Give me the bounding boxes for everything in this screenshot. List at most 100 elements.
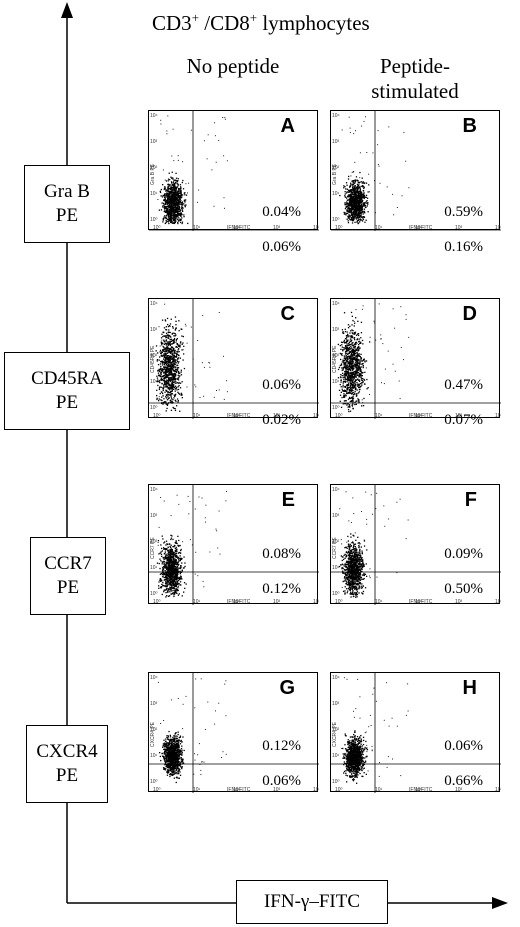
panel-y-axis-caption: Gra B PE xyxy=(332,163,338,185)
panel-x-axis-caption: IFNg FITC xyxy=(227,599,251,605)
x-tick-label: 10⁴ xyxy=(495,413,501,419)
lower-right-percentage: 0.07% xyxy=(444,412,483,428)
x-tick-label: 10⁰ xyxy=(335,225,343,231)
scatter-panel-g: 10⁰ 10¹ 10² 10³ 10⁴ 10⁰ 10¹ 10² 10³ 10⁴ IFNg FITC C… xyxy=(148,672,319,793)
upper-right-percentage: 0.04% xyxy=(262,204,301,220)
upper-right-percentage: 0.06% xyxy=(262,377,301,393)
y-tick-label: 10² xyxy=(150,727,158,733)
lower-right-percentage: 0.12% xyxy=(262,581,301,597)
x-tick-label: 10⁴ xyxy=(313,225,319,231)
y-tick-label: 10⁰ xyxy=(332,591,340,597)
y-tick-label: 10⁰ xyxy=(332,217,340,223)
x-tick-label: 10⁴ xyxy=(313,413,319,419)
title-prefix: CD3 xyxy=(152,11,192,35)
panel-x-axis-caption: IFNg FITC xyxy=(409,787,433,793)
y-tick-label: 10¹ xyxy=(332,565,340,571)
title-suffix: lymphocytes xyxy=(257,11,370,35)
lower-right-percentage: 0.02% xyxy=(262,412,301,428)
x-tick-label: 10⁰ xyxy=(335,599,343,605)
scatter-plot: 10⁰ 10¹ 10² 10³ 10⁴ 10⁰ 10¹ 10² 10³ 10⁴ IFNg FITC C… xyxy=(149,485,319,605)
panel-x-axis-caption: IFNg FITC xyxy=(227,413,251,419)
x-axis-arrowhead xyxy=(492,897,508,909)
lower-right-percentage: 0.16% xyxy=(444,239,483,255)
x-axis-label: IFN-γ–FITC xyxy=(263,891,360,912)
x-tick-label: 10² xyxy=(233,787,241,793)
scatter-plot: 10⁰ 10¹ 10² 10³ 10⁴ 10⁰ 10¹ 10² 10³ 10⁴ IFNg FITC C… xyxy=(149,299,319,419)
row-label-line1: CCR7 xyxy=(44,553,92,574)
x-tick-label: 10¹ xyxy=(193,225,201,231)
upper-right-percentage: 0.08% xyxy=(262,546,301,562)
x-tick-label: 10⁴ xyxy=(495,599,501,605)
y-tick-label: 10⁴ xyxy=(332,301,340,307)
panel-y-axis-caption: Gra B PE xyxy=(150,163,156,185)
x-tick-label: 10⁰ xyxy=(153,599,161,605)
x-tick-label: 10⁰ xyxy=(153,787,161,793)
x-tick-label: 10⁴ xyxy=(313,787,319,793)
x-tick-label: 10³ xyxy=(455,225,463,231)
panel-x-axis-caption: IFNg FITC xyxy=(409,599,433,605)
panel-x-axis-caption: IFNg FITC xyxy=(227,787,251,793)
row-label-line2: PE xyxy=(55,392,79,413)
y-tick-label: 10³ xyxy=(332,701,340,707)
upper-right-percentage: 0.47% xyxy=(444,377,483,393)
event-dots xyxy=(338,491,409,598)
column-heading-left: No peptide xyxy=(148,54,318,79)
y-tick-label: 10¹ xyxy=(150,565,158,571)
row-label-line2: PE xyxy=(56,577,80,598)
panel-x-axis-caption: IFNg FITC xyxy=(227,225,251,231)
upper-right-percentage: 0.09% xyxy=(444,546,483,562)
event-dots xyxy=(339,116,410,225)
y-tick-label: 10⁰ xyxy=(150,217,158,223)
row-label-line1: Gra B xyxy=(44,181,90,202)
y-tick-label: 10⁴ xyxy=(150,113,158,119)
scatter-plot: 10⁰ 10¹ 10² 10³ 10⁴ 10⁰ 10¹ 10² 10³ 10⁴ IFNg FITC C… xyxy=(149,673,319,793)
y-tick-label: 10¹ xyxy=(150,753,158,759)
y-tick-label: 10¹ xyxy=(150,191,158,197)
event-dots xyxy=(156,491,227,598)
panel-y-axis-caption: CCR7 PE xyxy=(150,537,156,559)
panel-y-axis-caption: CXCR4 PE xyxy=(150,721,156,747)
row-label-line1: CD45RA xyxy=(31,368,103,389)
lower-right-percentage: 0.66% xyxy=(444,773,483,789)
x-tick-label: 10⁴ xyxy=(313,599,319,605)
y-tick-label: 10⁰ xyxy=(150,591,158,597)
y-tick-label: 10³ xyxy=(150,139,158,145)
panel-y-axis-caption: CD45RA PE xyxy=(150,345,156,373)
scatter-plot: 10⁰ 10¹ 10² 10³ 10⁴ 10⁰ 10¹ 10² 10³ 10⁴ IFNg FITC G… xyxy=(149,111,319,231)
y-tick-label: 10⁴ xyxy=(332,113,340,119)
x-tick-label: 10¹ xyxy=(193,599,201,605)
left-heading-text: No peptide xyxy=(186,54,280,78)
panel-letter: D xyxy=(462,303,477,325)
panel-x-axis-caption: IFNg FITC xyxy=(409,413,433,419)
scatter-plot: 10⁰ 10¹ 10² 10³ 10⁴ 10⁰ 10¹ 10² 10³ 10⁴ IFNg FITC C… xyxy=(331,673,501,793)
scatter-panel-e: 10⁰ 10¹ 10² 10³ 10⁴ 10⁰ 10¹ 10² 10³ 10⁴ IFNg FITC C… xyxy=(148,484,319,605)
row-label-line2: PE xyxy=(55,765,79,786)
row-label-cd45ra: CD45RA PE xyxy=(4,352,130,430)
y-tick-label: 10¹ xyxy=(332,191,340,197)
scatter-panel-h: 10⁰ 10¹ 10² 10³ 10⁴ 10⁰ 10¹ 10² 10³ 10⁴ IFNg FITC C… xyxy=(330,672,501,793)
figure-title: CD3+ /CD8+ lymphocytes xyxy=(152,10,370,36)
y-tick-label: 10³ xyxy=(332,327,340,333)
row-label-line1: CXCR4 xyxy=(36,741,98,762)
x-tick-label: 10³ xyxy=(455,413,463,419)
right-heading-line2: stimulated xyxy=(371,79,459,103)
y-tick-label: 10⁴ xyxy=(332,487,340,493)
upper-right-percentage: 0.59% xyxy=(444,204,483,220)
event-dots xyxy=(157,678,227,784)
column-heading-right: Peptide- stimulated xyxy=(330,54,500,104)
x-tick-label: 10⁰ xyxy=(335,787,343,793)
x-tick-label: 10² xyxy=(233,225,241,231)
panel-letter: G xyxy=(279,677,295,699)
x-tick-label: 10¹ xyxy=(375,413,383,419)
title-sup-1: + xyxy=(191,10,200,25)
row-label-cxcr4: CXCR4 PE xyxy=(26,725,108,803)
x-tick-label: 10³ xyxy=(273,225,281,231)
y-tick-label: 10⁴ xyxy=(150,301,158,307)
right-heading-line1: Peptide- xyxy=(380,54,450,78)
scatter-panel-a: 10⁰ 10¹ 10² 10³ 10⁴ 10⁰ 10¹ 10² 10³ 10⁴ IFNg FITC G… xyxy=(148,110,319,255)
x-tick-label: 10⁴ xyxy=(495,225,501,231)
y-tick-label: 10² xyxy=(150,165,158,171)
y-tick-label: 10² xyxy=(332,539,340,545)
y-tick-label: 10⁴ xyxy=(332,675,340,681)
panel-y-axis-caption: CCR7 PE xyxy=(332,537,338,559)
